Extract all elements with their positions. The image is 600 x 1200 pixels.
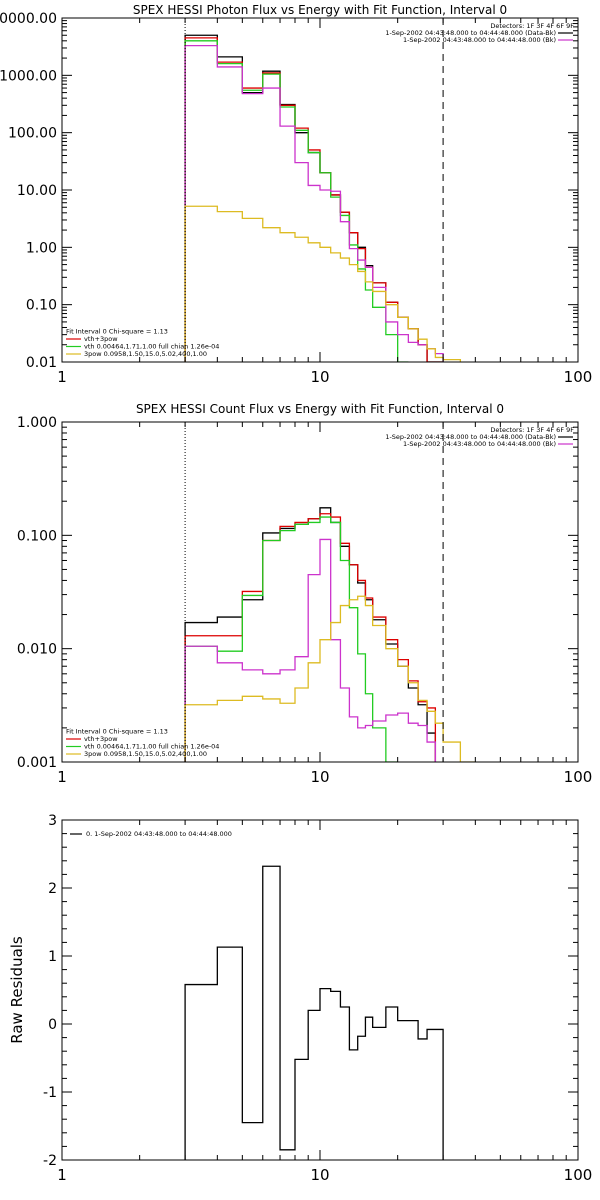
y-tick-label: 0.01 <box>26 355 57 371</box>
y-tick-label: 3 <box>48 813 57 829</box>
x-tick-label: 1 <box>57 768 67 786</box>
series-line-3 <box>184 538 437 762</box>
series-line-4 <box>184 595 476 762</box>
y-tick-label: 0.010 <box>17 642 57 658</box>
series-line-0 <box>184 34 444 362</box>
series-line-4 <box>184 205 462 362</box>
legend-entry: 1-Sep-2002 04:43:48.000 to 04:44:48.000 … <box>403 36 556 44</box>
y-tick-label: 0.001 <box>17 755 57 771</box>
plot-frame <box>61 421 579 763</box>
series-line-3 <box>184 44 444 362</box>
series-line-0 <box>184 507 437 762</box>
y-tick-label: -2 <box>43 1153 57 1169</box>
legend-entry: 3pow 0.0958,1.50,15.0,5.02,400,1.00 <box>84 350 207 358</box>
chart-1: SPEX HESSI Count Flux vs Energy with Fit… <box>17 402 592 786</box>
legend-entry: 0. 1-Sep-2002 04:43:48.000 to 04:44:48.0… <box>86 830 232 838</box>
x-tick-label: 100 <box>564 368 593 386</box>
y-tick-label: 2 <box>48 881 57 897</box>
series-line-0 <box>184 865 444 1160</box>
chart-2: 1 10 100 -2 -1 0 1 2 3 Raw Residuals 0. 1-Sep-2002… <box>8 813 592 1184</box>
y-tick-label: 10.00 <box>17 183 57 199</box>
y-axis-label: Raw Residuals <box>8 936 26 1044</box>
legend-entry: Detectors: 1F 3F 4F 6F 9F <box>490 426 574 434</box>
x-tick-label: 10 <box>310 1166 329 1184</box>
x-tick-label: 100 <box>564 768 593 786</box>
y-tick-label: 0 <box>48 1017 57 1033</box>
y-tick-label: 0.10 <box>26 298 57 314</box>
y-tick-label: 1000.00 <box>0 68 57 84</box>
chart-title: SPEX HESSI Count Flux vs Energy with Fit… <box>136 402 504 416</box>
plot-area <box>184 865 444 1160</box>
chart-0: SPEX HESSI Photon Flux vs Energy with Fi… <box>0 3 592 386</box>
x-tick-label: 10 <box>310 368 329 386</box>
y-tick-label: 1.000 <box>17 415 57 431</box>
legend-entry: vth 0.00464,1.71,1.00 full chian 1.26e-0… <box>84 343 219 351</box>
chart-title: SPEX HESSI Photon Flux vs Energy with Fi… <box>133 3 507 17</box>
y-tick-label: -1 <box>43 1085 57 1101</box>
legend-entry: 1-Sep-2002 04:43:48.000 to 04:44:48.000 … <box>403 440 556 448</box>
series-line-1 <box>184 37 444 362</box>
legend-entry: vth+3pow <box>84 735 118 743</box>
plot-area <box>184 507 476 762</box>
x-tick-label: 100 <box>564 1166 593 1184</box>
legend-entry: 1-Sep-2002 04:43:48.000 to 04:44:48.000 … <box>385 433 556 441</box>
legend-entry: vth 0.00464,1.71,1.00 full chian 1.26e-0… <box>84 743 219 751</box>
legend-entry: Detectors: 1F 3F 4F 6F 9F <box>490 22 574 30</box>
y-tick-label: 1.00 <box>26 240 57 256</box>
legend-entry: Fit Interval 0 Chi-square = 1.13 <box>66 728 168 736</box>
y-tick-label: 0000.00 <box>0 11 57 27</box>
x-tick-label: 1 <box>57 368 67 386</box>
plot-area <box>184 34 462 362</box>
y-tick-label: 100.00 <box>8 126 57 142</box>
legend-entry: 1-Sep-2002 04:43:48.000 to 04:44:48.000 … <box>385 29 556 37</box>
legend-entry: Fit Interval 0 Chi-square = 1.13 <box>66 328 168 336</box>
legend-entry: vth+3pow <box>84 335 118 343</box>
series-line-2 <box>184 40 409 362</box>
x-tick-label: 1 <box>57 1166 67 1184</box>
x-tick-label: 10 <box>310 768 329 786</box>
series-line-2 <box>184 516 398 762</box>
y-tick-label: 1 <box>48 949 57 965</box>
series-line-1 <box>184 513 437 762</box>
legend-entry: 3pow 0.0958,1.50,15.0,5.02,400,1.00 <box>84 750 207 758</box>
y-tick-label: 0.100 <box>17 528 57 544</box>
